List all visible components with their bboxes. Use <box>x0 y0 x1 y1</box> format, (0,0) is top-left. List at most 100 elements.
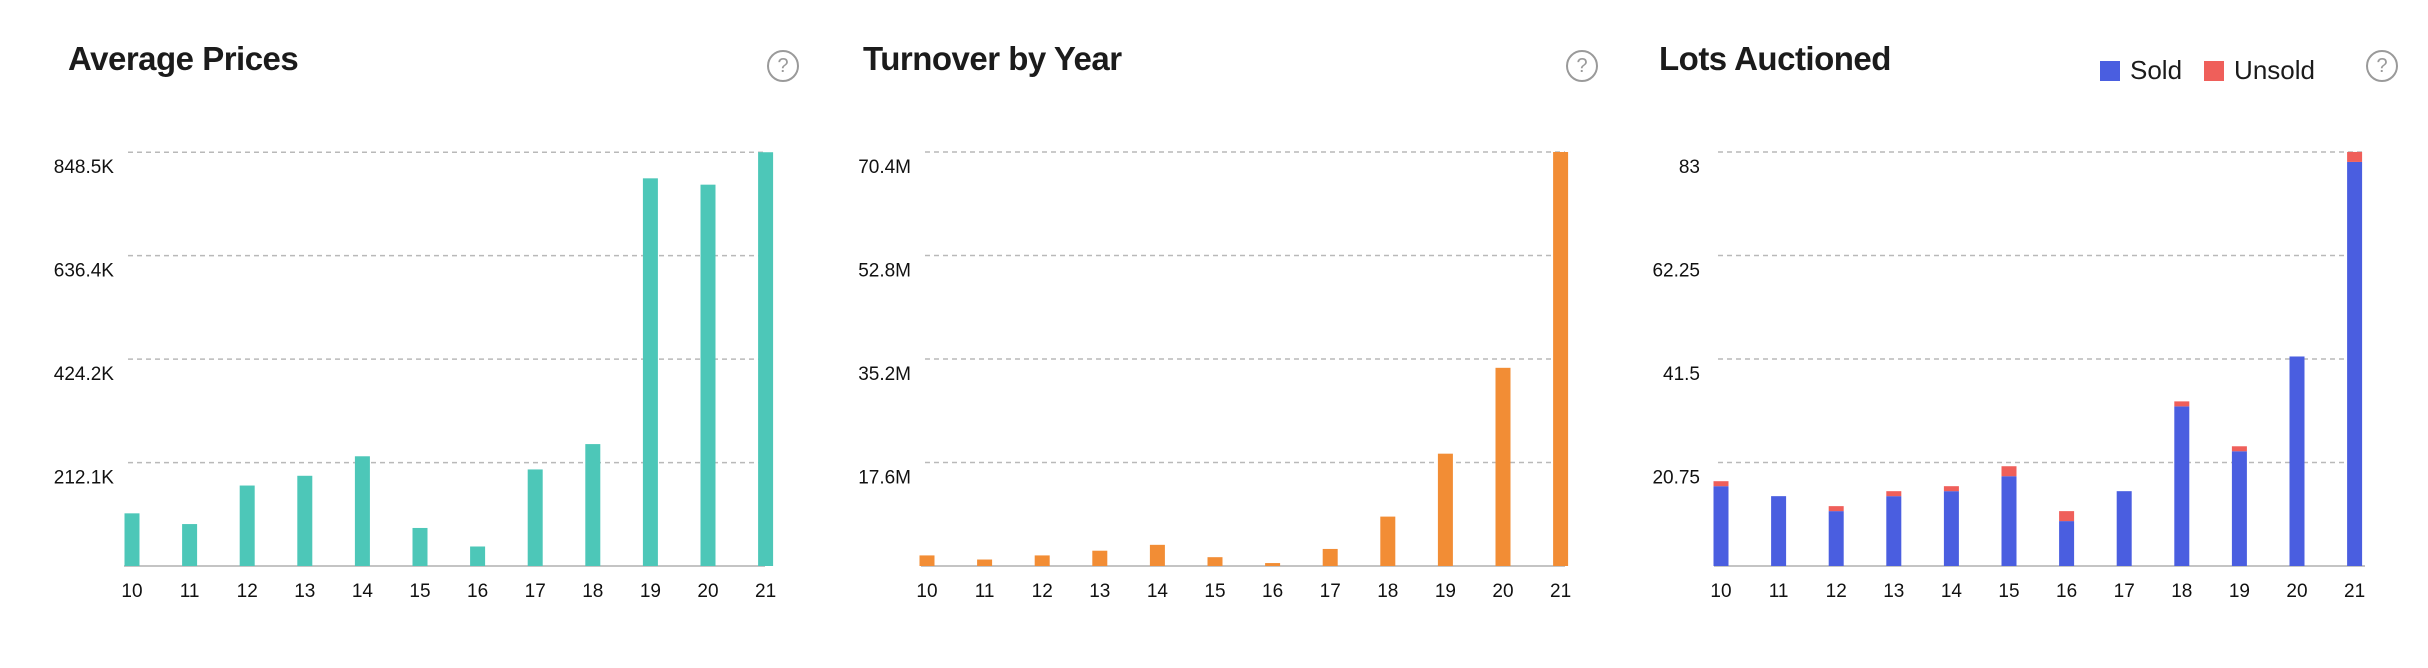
x-tick-label: 17 <box>525 581 546 602</box>
bar-unsold <box>2347 151 2363 162</box>
x-tick-label: 16 <box>2056 581 2077 602</box>
bar-sold <box>2059 521 2075 566</box>
help-icon[interactable]: ? <box>2366 50 2398 82</box>
turnover-by-year-chart: 17.6M 35.2M 52.8M 70.4M 10 11 12 13 14 15 16 17 18 19… <box>858 151 1571 602</box>
x-tick-label: 13 <box>1089 581 1110 602</box>
x-tick-label: 10 <box>916 581 937 602</box>
bar <box>354 456 370 566</box>
bar-unsold <box>1713 481 1729 487</box>
bar-sold <box>2001 476 2017 566</box>
help-icon[interactable]: ? <box>767 50 799 82</box>
bar-unsold <box>2001 466 2017 477</box>
bar-unsold <box>1886 491 1902 497</box>
bar <box>700 184 716 566</box>
y-tick-label: 70.4M <box>858 157 911 178</box>
x-tick-label: 19 <box>2229 581 2250 602</box>
bar <box>527 469 543 566</box>
lots-auctioned-panel: Lots Auctioned Sold Unsold ? 20.75 41.5 62… <box>1600 0 2428 668</box>
legend-label-sold: Sold <box>2130 55 2183 85</box>
bar-sold <box>1771 496 1787 566</box>
x-tick-label: 11 <box>975 581 995 602</box>
y-tick-label: 424.2K <box>54 364 115 385</box>
bar <box>412 527 428 566</box>
bar <box>977 559 993 566</box>
x-tick-label: 12 <box>1032 581 1053 602</box>
turnover-by-year-panel: Turnover by Year ? 17.6M 35.2M 52.8M 70.4M 1… <box>800 0 1600 668</box>
bar <box>297 475 313 566</box>
bar <box>1495 367 1511 566</box>
chart-title: Turnover by Year <box>863 40 1122 77</box>
y-tick-label: 20.75 <box>1652 467 1700 488</box>
bar <box>124 513 140 566</box>
chart-title: Average Prices <box>68 40 299 77</box>
x-tick-label: 17 <box>1320 581 1341 602</box>
legend-swatch-sold <box>2100 60 2120 81</box>
lots-auctioned-chart: 20.75 41.5 62.25 83 10 11 12 13 14 15 16 17 18 19 20 21 <box>1652 151 2365 602</box>
x-tick-label: 15 <box>1998 581 2019 602</box>
bar-unsold <box>1828 506 1844 512</box>
legend-swatch-unsold <box>2204 60 2225 81</box>
x-tick-label: 18 <box>582 581 603 602</box>
legend-label-unsold: Unsold <box>2234 55 2315 85</box>
bar <box>1380 516 1396 566</box>
x-tick-label: 14 <box>1147 581 1169 602</box>
bar-unsold <box>2174 401 2190 407</box>
x-tick-label: 10 <box>1710 581 1731 602</box>
average-prices-panel: Average Prices ? 212.1K 424.2K 636.4K 848.5… <box>0 0 800 668</box>
bar-sold <box>1943 491 1959 566</box>
x-tick-label: 16 <box>467 581 488 602</box>
bar <box>642 178 658 566</box>
average-prices-chart: 212.1K 424.2K 636.4K 848.5K 10 11 12 13 14 15 16 17… <box>54 151 776 602</box>
x-tick-label: 10 <box>121 581 142 602</box>
x-tick-label: 14 <box>1941 581 1963 602</box>
y-tick-label: 636.4K <box>54 261 115 282</box>
x-tick-label: 21 <box>1550 581 1571 602</box>
bar-unsold <box>2231 446 2247 452</box>
y-tick-label: 17.6M <box>858 467 911 488</box>
bar-sold <box>1713 486 1729 566</box>
x-tick-label: 20 <box>2286 581 2307 602</box>
x-tick-label: 21 <box>755 581 776 602</box>
bar-sold <box>1886 496 1902 566</box>
bar <box>758 152 774 567</box>
y-tick-label: 35.2M <box>858 364 911 385</box>
bar <box>1322 548 1338 566</box>
x-tick-label: 20 <box>1492 581 1513 602</box>
bar <box>1207 557 1223 566</box>
x-tick-label: 13 <box>1883 581 1904 602</box>
y-tick-label: 848.5K <box>54 157 115 178</box>
help-icon[interactable]: ? <box>1566 50 1598 82</box>
bar-unsold <box>1943 486 1959 492</box>
x-tick-label: 19 <box>640 581 661 602</box>
bar <box>1437 453 1453 566</box>
bar-sold <box>2289 356 2305 566</box>
bar <box>182 524 198 566</box>
bar-sold <box>2116 491 2132 566</box>
x-tick-label: 16 <box>1262 581 1283 602</box>
bar <box>470 546 486 566</box>
x-tick-label: 13 <box>294 581 315 602</box>
x-tick-label: 12 <box>1826 581 1847 602</box>
x-tick-label: 21 <box>2344 581 2365 602</box>
x-tick-label: 19 <box>1435 581 1456 602</box>
x-tick-label: 15 <box>1204 581 1225 602</box>
bar-unsold <box>2059 511 2075 522</box>
bar-sold <box>2231 451 2247 566</box>
bar <box>1553 151 1569 567</box>
chart-title: Lots Auctioned <box>1659 40 1891 77</box>
bar <box>1034 555 1050 566</box>
x-tick-label: 14 <box>352 581 374 602</box>
y-tick-label: 52.8M <box>858 260 911 281</box>
bar <box>1092 550 1108 566</box>
bar-sold <box>2174 406 2190 566</box>
x-tick-label: 20 <box>697 581 718 602</box>
bar-sold <box>1828 511 1844 566</box>
bar <box>585 444 601 566</box>
x-tick-label: 12 <box>237 581 258 602</box>
bar-sold <box>2347 161 2363 566</box>
x-tick-label: 18 <box>2171 581 2192 602</box>
x-tick-label: 17 <box>2114 581 2135 602</box>
bar <box>1149 544 1165 566</box>
y-tick-label: 212.1K <box>54 468 115 489</box>
chart-legend: Sold Unsold <box>2100 55 2337 86</box>
